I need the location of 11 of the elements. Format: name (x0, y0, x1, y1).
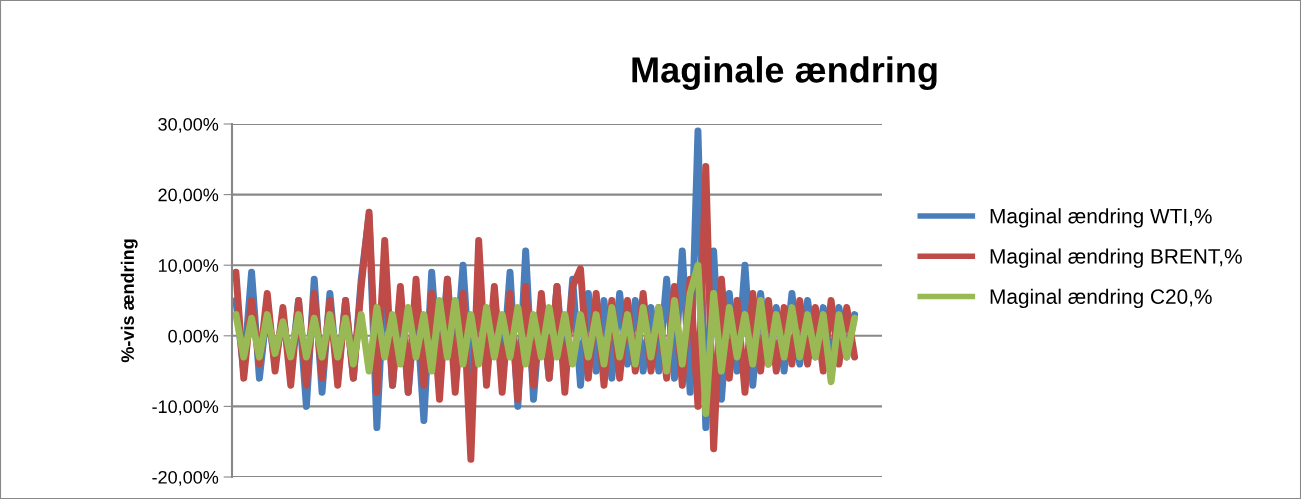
y-tick-label: 30,00% (158, 117, 219, 133)
y-tick-label: 10,00% (158, 259, 219, 275)
y-tick-label: 20,00% (158, 188, 219, 204)
legend-label: Maginal ændring WTI,% (990, 208, 1212, 228)
y-tick-label: 0,00% (168, 329, 219, 345)
y-tick-label: -20,00% (152, 470, 219, 486)
legend-label: Maginal ændring C20,% (990, 288, 1212, 309)
y-axis-title: %-vis ændring (120, 239, 138, 363)
chart-title: Maginale ændring (632, 56, 937, 90)
legend-label: Maginal ændring BRENT,% (990, 248, 1242, 268)
y-tick-label: -10,00% (152, 400, 219, 416)
